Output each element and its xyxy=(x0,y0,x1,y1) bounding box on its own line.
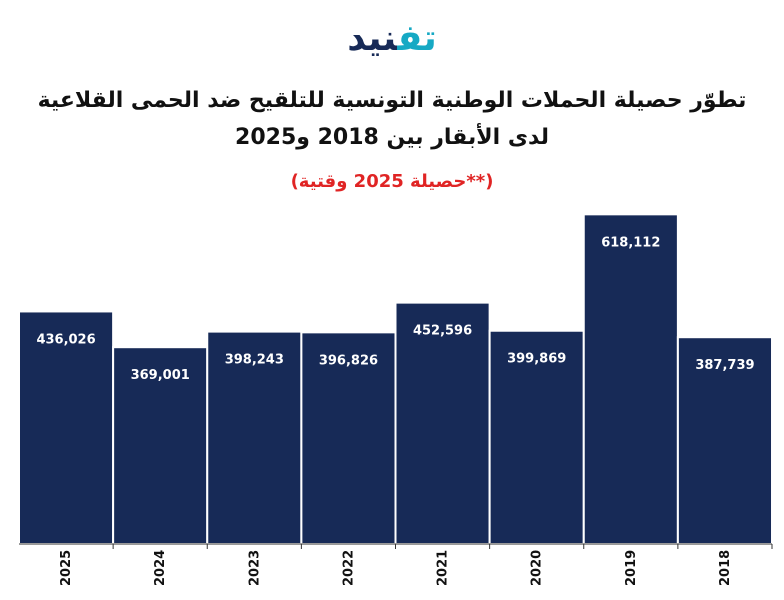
logo-part-1: تف xyxy=(397,18,437,59)
data-label-2025: 436,026 xyxy=(36,332,95,347)
x-tick-label-2022: 2022 xyxy=(341,550,356,586)
bars-group xyxy=(18,213,774,546)
bar-2023 xyxy=(206,330,303,545)
data-label-2021: 452,596 xyxy=(413,324,472,339)
logo-part-2: نيد xyxy=(347,18,398,59)
x-tick-label-2024: 2024 xyxy=(153,550,168,586)
data-label-2024: 369,001 xyxy=(131,368,190,383)
x-tick-label-2021: 2021 xyxy=(436,550,451,586)
x-tick-label-2018: 2018 xyxy=(718,550,733,586)
data-label-2019: 618,112 xyxy=(601,235,660,250)
x-tick-label-2023: 2023 xyxy=(247,550,262,586)
x-tick-label-2019: 2019 xyxy=(624,550,639,586)
bar-2024 xyxy=(112,346,209,546)
bar-2021 xyxy=(394,301,491,545)
bar-2019 xyxy=(582,213,679,545)
data-label-2023: 398,243 xyxy=(225,353,284,368)
data-label-2018: 387,739 xyxy=(695,358,754,373)
tafnid-logo: تفنيد xyxy=(0,16,784,62)
chart-title: تطوّر حصيلة الحملات الوطنية التونسية للت… xyxy=(37,88,747,150)
bar-2022 xyxy=(300,331,397,545)
chart-subtitle: (**حصيلة 2025 وقتية) xyxy=(290,171,494,192)
bar-2018 xyxy=(676,336,774,545)
data-label-2020: 399,869 xyxy=(507,352,566,367)
x-tick-label-2025: 2025 xyxy=(59,550,74,586)
x-axis: 2025 2024 2023 2022 2021 2020 2019 2018 xyxy=(19,543,773,586)
data-labels-group: 436,026 369,001 398,243 396,826 452,596 399,8… xyxy=(36,235,754,383)
data-label-2022: 396,826 xyxy=(319,353,378,368)
x-tick-label-2020: 2020 xyxy=(530,550,545,586)
